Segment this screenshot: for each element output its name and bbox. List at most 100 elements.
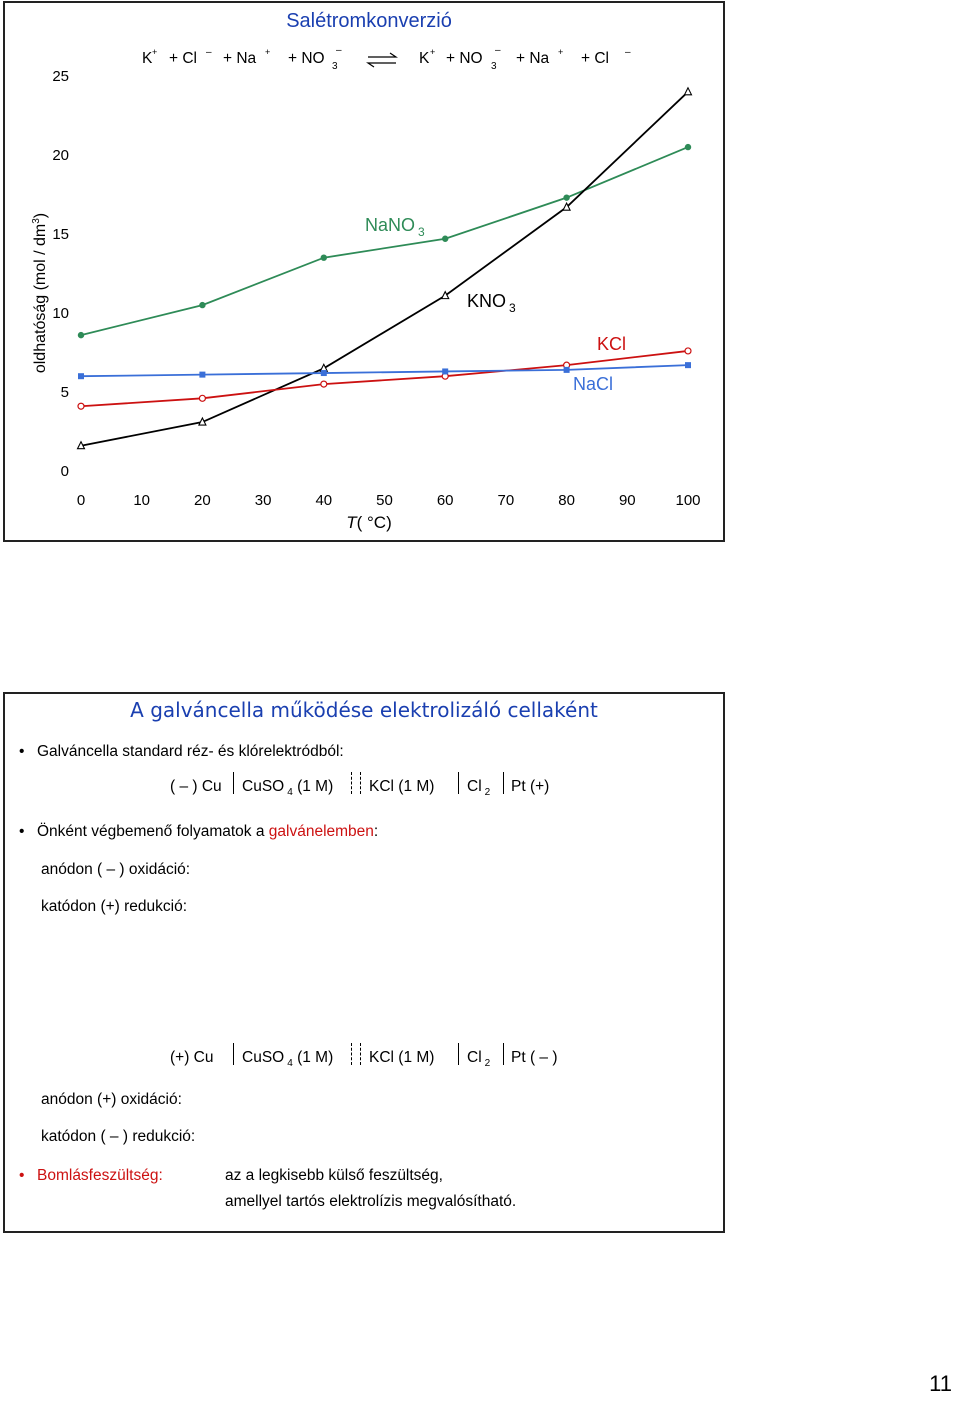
data-point xyxy=(440,290,450,300)
x-tick-labels: 0 10 20 30 40 50 60 70 80 90 100 xyxy=(77,492,701,509)
phase-boundary xyxy=(233,1043,234,1065)
cell-electrolyte: CuSO 4 (1 M) xyxy=(242,1049,334,1069)
series-nano3 xyxy=(77,143,692,339)
cell-cathode: Pt ( – ) xyxy=(511,1049,558,1066)
cell-electrolyte: CuSO 4 (1 M) xyxy=(242,778,334,798)
x-tick-label: 20 xyxy=(194,492,211,509)
x-tick-label: 0 xyxy=(77,492,85,509)
y-axis-label: oldhatóság (mol / dm3) xyxy=(31,213,49,373)
equation-charge: + xyxy=(265,47,270,57)
x-tick-label: 80 xyxy=(558,492,575,509)
data-point xyxy=(78,373,84,380)
x-tick-label: 30 xyxy=(255,492,272,509)
definition-line: az a legkisebb külső feszültség, xyxy=(225,1167,443,1184)
cell-anode: ( – ) Cu xyxy=(170,778,222,795)
equation-charge: + xyxy=(558,47,563,57)
phase-boundary xyxy=(503,772,504,794)
equilibrium-arrow-icon xyxy=(366,52,398,68)
data-point xyxy=(199,301,206,309)
data-point xyxy=(320,370,327,377)
page-number: 11 xyxy=(929,1371,952,1396)
data-point xyxy=(563,194,570,201)
data-point xyxy=(562,201,571,211)
data-point xyxy=(442,368,449,375)
cell-cathode: Pt (+) xyxy=(511,778,550,795)
galvanic-cell-term: galvánelemben xyxy=(268,823,374,840)
equation-term: + Cl xyxy=(581,50,609,67)
anode-process: anódon (+) oxidáció: xyxy=(41,1091,182,1108)
data-point xyxy=(77,402,85,410)
equation-charge: – xyxy=(206,47,212,58)
salt-bridge xyxy=(360,1043,361,1065)
phase-boundary xyxy=(458,1043,459,1065)
series-label: NaNO 3 xyxy=(365,215,425,239)
series-label: KCl xyxy=(597,334,626,354)
equation-charge: – xyxy=(336,45,342,56)
equation-term: + Na xyxy=(516,50,550,67)
data-point xyxy=(198,394,206,402)
x-tick-label: 40 xyxy=(315,492,332,509)
bullet-item: • Önként végbemenő folyamatok a galvánele… xyxy=(19,823,379,840)
equation-subscript: 3 xyxy=(491,61,497,72)
cathode-process: katódon ( – ) redukció: xyxy=(41,1128,196,1145)
series-line xyxy=(80,364,689,378)
series-line xyxy=(80,91,689,447)
y-tick-label: 20 xyxy=(52,147,69,164)
electrolysis-slide: A galváncella működése elektrolizáló cel… xyxy=(3,692,725,1233)
chart-slide: Salétromkonverzió K + + Cl – + Na + + NO… xyxy=(3,1,725,542)
series-line xyxy=(80,350,689,408)
solubility-chart: Salétromkonverzió K + + Cl – + Na + + NO… xyxy=(31,10,701,532)
equation-term: K xyxy=(419,50,430,67)
data-point xyxy=(684,347,692,355)
series-label: KNO 3 xyxy=(467,291,516,315)
x-tick-label: 60 xyxy=(437,492,454,509)
phase-boundary xyxy=(503,1043,504,1065)
data-point xyxy=(683,86,693,96)
slide-title: A galváncella működése elektrolizáló cel… xyxy=(130,698,598,722)
series-nacl xyxy=(78,362,691,380)
equation-charge: – xyxy=(625,47,631,58)
reaction-equation: K + + Cl – + Na + + NO 3 – K + + NO 3 – … xyxy=(142,45,631,72)
series-line xyxy=(80,146,689,336)
bullet-item: • Galváncella standard réz- és klórelektr… xyxy=(19,743,344,761)
y-tick-label: 0 xyxy=(61,463,69,480)
data-point xyxy=(77,331,85,339)
equation-charge: + xyxy=(152,47,157,57)
data-point xyxy=(320,254,327,261)
cell-electrolyte: KCl (1 M) xyxy=(369,778,435,795)
equation-charge: + xyxy=(430,47,435,57)
data-point xyxy=(320,380,328,388)
series-kno3 xyxy=(76,86,693,450)
equation-charge: – xyxy=(495,45,501,56)
cathode-process: katódon (+) redukció: xyxy=(41,898,188,915)
series-labels: NaNO 3 KNO 3 KCl NaCl xyxy=(365,215,626,394)
x-axis-label: T( °C) xyxy=(346,513,392,532)
bullet-item: • Bomlásfeszültség: xyxy=(19,1167,163,1185)
data-point xyxy=(442,235,449,242)
y-tick-label: 25 xyxy=(52,68,69,85)
bullet-icon: • xyxy=(19,743,25,760)
cell-gas: Cl 2 xyxy=(467,1049,491,1069)
definition-line: amellyel tartós elektrolízis megvalósíth… xyxy=(225,1193,517,1210)
series-layer xyxy=(76,86,693,450)
bullet-text: Galváncella standard réz- és klórelektró… xyxy=(37,743,344,760)
bullet-icon: • xyxy=(19,823,25,840)
y-tick-label: 5 xyxy=(61,384,69,401)
equation-term: + Cl xyxy=(169,50,197,67)
series-kcl xyxy=(77,347,692,410)
y-tick-label: 15 xyxy=(52,226,69,243)
decomposition-voltage-term: Bomlásfeszültség: xyxy=(37,1167,163,1184)
equation-subscript: 3 xyxy=(332,61,338,72)
series-label: NaCl xyxy=(573,374,613,394)
x-tick-label: 10 xyxy=(133,492,150,509)
cell-anode: (+) Cu xyxy=(170,1049,214,1066)
y-tick-labels: 0 5 10 15 20 25 xyxy=(52,68,69,480)
data-point xyxy=(684,143,692,151)
phase-boundary xyxy=(458,772,459,794)
x-tick-label: 100 xyxy=(675,492,700,509)
salt-bridge xyxy=(351,1043,352,1065)
salt-bridge xyxy=(351,772,352,794)
chart-title: Salétromkonverzió xyxy=(286,10,452,32)
data-point xyxy=(76,440,86,450)
cell-gas: Cl 2 xyxy=(467,778,491,798)
